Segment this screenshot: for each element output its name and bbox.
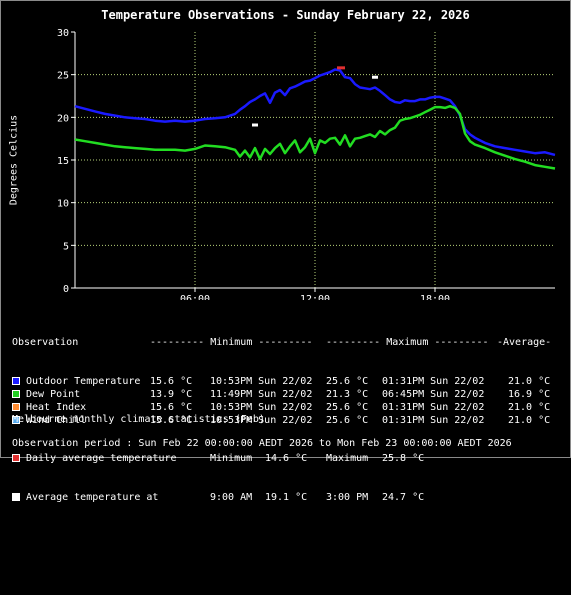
header-average: -Average- [497, 337, 552, 348]
table-row: Wind Chill 15.6 °C 10:53PM Sun 22/02 25.6 °… [10, 414, 550, 427]
row-name: Outdoor Temperature [26, 376, 141, 387]
table-row: Heat Index 15.6 °C 10:53PM Sun 22/02 25.6 °… [10, 401, 550, 414]
row-name: Dew Point [26, 389, 81, 400]
row-min-val: 15.6 °C [150, 402, 193, 413]
row-min-time: 11:49PM Sun 22/02 [210, 389, 313, 400]
row-avg: 21.0 °C [508, 402, 551, 413]
y-tick-label: 10 [57, 199, 69, 210]
average-at-label: Average temperature at [26, 492, 159, 503]
daily-average-label: Daily average temperature [26, 453, 177, 464]
row-avg: 21.0 °C [508, 415, 551, 426]
series-color-swatch [12, 377, 20, 385]
series-color-swatch [12, 390, 20, 398]
average-at-time-2: 3:00 PM [326, 492, 369, 503]
header-observation: Observation [12, 337, 79, 348]
y-tick-label: 25 [57, 71, 69, 82]
row-min-time: 10:53PM Sun 22/02 [210, 376, 313, 387]
row-max-time: 06:45PM Sun 22/02 [382, 389, 485, 400]
header-maximum: --------- Maximum --------- [326, 337, 489, 348]
table-row: Dew Point 13.9 °C 11:49PM Sun 22/02 21.3 °C… [10, 388, 550, 401]
row-max-val: 21.3 °C [326, 389, 369, 400]
x-tick-label: 18:00 [420, 294, 450, 300]
series-line-outdoor-temperature [74, 68, 556, 157]
row-min-time: 10:53PM Sun 22/02 [210, 402, 313, 413]
chart-title: Temperature Observations - Sunday Februa… [101, 8, 470, 22]
header-minimum: --------- Minimum --------- [150, 337, 313, 348]
y-tick-label: 15 [57, 156, 69, 167]
climate-max-label: Maximum [326, 453, 369, 464]
row-avg: 21.0 °C [508, 376, 551, 387]
row-max-time: 01:31PM Sun 22/02 [382, 376, 485, 387]
row-name: Wind Chill [26, 415, 87, 426]
y-tick-label: 5 [63, 241, 69, 252]
climate-min-label: Minimum [210, 453, 253, 464]
observation-period: Observation period : Sun Feb 22 00:00:00… [10, 437, 512, 463]
table-row: Outdoor Temperature 15.6 °C 10:53PM Sun 22… [10, 375, 550, 388]
row-max-time: 01:31PM Sun 22/02 [382, 402, 485, 413]
row-avg: 16.9 °C [508, 389, 551, 400]
x-tick-label: 12:00 [300, 294, 330, 300]
observation-period-text: Observation period : Sun Feb 22 00:00:00… [12, 438, 512, 449]
observation-table: Observation --------- Minimum --------- … [10, 310, 551, 440]
row-min-val: 13.9 °C [150, 389, 193, 400]
temperature-chart: 0 5 10 15 20 25 30 06:00 12:00 18:00 [57, 28, 556, 300]
climate-max-value: 25.8 °C [382, 453, 425, 464]
row-min-val: 15.6 °C [150, 376, 193, 387]
climate-heading: Melbourne monthly climate statistics (Fe… [12, 414, 265, 425]
series-color-swatch [12, 403, 20, 411]
series-line-dew-point [74, 104, 556, 170]
series-color-swatch [12, 416, 20, 424]
y-tick-label: 20 [57, 113, 69, 124]
climate-at-row: Average temperature at 9:00 AM 19.1 °C 3… [10, 491, 424, 504]
y-tick-label: 0 [63, 284, 69, 295]
average-at-value-1: 19.1 °C [265, 492, 308, 503]
average-at-time-1: 9:00 AM [210, 492, 253, 503]
row-max-time: 01:31PM Sun 22/02 [382, 415, 485, 426]
average-at-value-2: 24.7 °C [382, 492, 425, 503]
row-min-time: 10:53PM Sun 22/02 [210, 415, 313, 426]
row-min-val: 15.6 °C [150, 415, 193, 426]
y-tick-label: 30 [57, 28, 69, 39]
row-max-val: 25.6 °C [326, 402, 369, 413]
x-tick-label: 06:00 [180, 294, 210, 300]
climate-min-value: 14.6 °C [265, 453, 308, 464]
row-name: Heat Index [26, 402, 87, 413]
row-max-val: 25.6 °C [326, 415, 369, 426]
average-at-swatch [12, 493, 20, 501]
table-header: Observation --------- Minimum --------- … [10, 336, 551, 349]
climate-heading-row: Melbourne monthly climate statistics (Fe… [10, 413, 265, 426]
row-max-val: 25.6 °C [326, 376, 369, 387]
